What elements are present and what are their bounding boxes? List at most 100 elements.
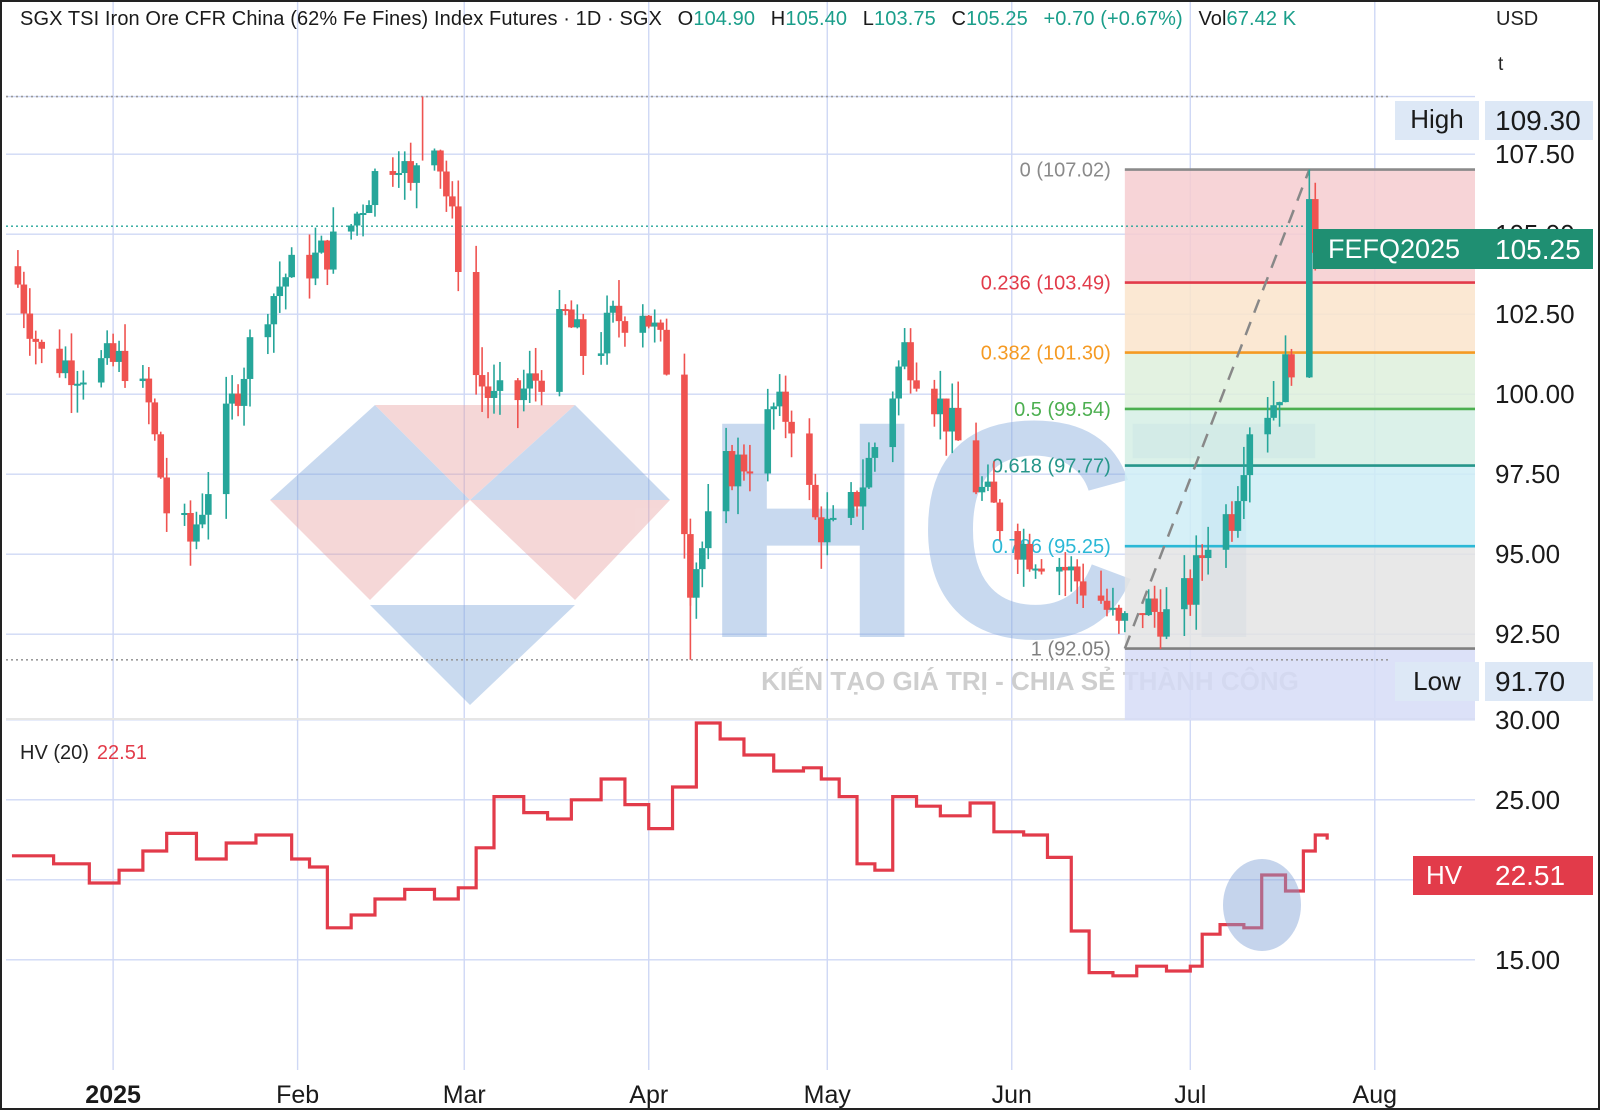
candle — [1240, 446, 1248, 520]
candle — [954, 381, 962, 441]
candle-body — [151, 402, 159, 435]
candle-body — [996, 502, 1004, 532]
candle — [80, 370, 87, 400]
candle-body — [347, 225, 355, 232]
candle — [1145, 589, 1152, 616]
candle — [1204, 526, 1212, 575]
candle-body — [1103, 600, 1111, 610]
candle — [913, 362, 920, 392]
candle-body — [371, 171, 379, 206]
fibonacci-level-label: 0.5 (99.54) — [1014, 399, 1111, 421]
candle-body — [264, 324, 272, 338]
candle-body — [574, 319, 581, 328]
price-axis-tick-label: 102.50 — [1495, 299, 1575, 329]
hv-tag — [1413, 856, 1593, 895]
time-axis: 2025 Feb Mar Apr May Jun Jul Aug — [85, 1081, 1397, 1109]
candle — [556, 290, 563, 397]
price-axis-tick-label: 97.50 — [1495, 459, 1560, 489]
candle-body — [1204, 549, 1212, 559]
candle-body — [657, 322, 664, 330]
candle — [847, 482, 855, 526]
candle — [806, 418, 813, 501]
candle-body — [889, 398, 897, 448]
candle-body — [1020, 543, 1027, 560]
candle — [359, 204, 367, 237]
candle — [1234, 486, 1242, 538]
price-axis-tick-label: 107.50 — [1495, 139, 1575, 169]
candle — [139, 365, 147, 388]
candle-body — [1246, 434, 1254, 476]
candle-body — [1145, 598, 1152, 616]
candle — [365, 200, 373, 214]
candle — [788, 410, 795, 458]
candle — [907, 328, 914, 394]
candle — [389, 157, 397, 187]
candle-body — [865, 457, 873, 488]
candle — [1151, 585, 1158, 628]
candle — [32, 330, 40, 365]
candle — [538, 370, 545, 406]
candle-body — [1306, 199, 1313, 378]
open-value: 104.90 — [693, 8, 756, 30]
fibonacci-zone — [1124, 546, 1475, 649]
candle — [1270, 381, 1277, 421]
candle-body — [312, 252, 319, 279]
candle-body — [288, 254, 295, 278]
candle-body — [1014, 531, 1022, 560]
high-label: High — [1410, 104, 1463, 134]
fibonacci-level-label: 0.236 (103.49) — [981, 273, 1111, 295]
time-axis-tick-label: Apr — [629, 1081, 668, 1109]
candle — [901, 328, 908, 370]
candle — [157, 431, 165, 479]
low-value: 91.70 — [1495, 666, 1565, 697]
candle-body — [579, 319, 587, 356]
candle — [14, 250, 22, 288]
logo-shape — [270, 500, 470, 600]
hv-indicator-legend[interactable]: HV (20) 22.51 — [20, 742, 147, 765]
candle — [1014, 523, 1022, 574]
candle-body — [449, 196, 456, 207]
hv-tag-value: 22.51 — [1495, 860, 1565, 891]
candle — [193, 511, 200, 550]
candle-body — [74, 383, 81, 386]
high-value: 109.30 — [1495, 105, 1581, 136]
candle-body — [222, 403, 230, 495]
candle-body — [68, 360, 75, 386]
fibonacci-trend-line — [1123, 169, 1311, 650]
candle — [776, 374, 783, 416]
candle — [163, 457, 170, 532]
candle — [1103, 588, 1111, 617]
candle-body — [1121, 613, 1129, 621]
candle-body — [514, 380, 522, 401]
candle — [324, 239, 331, 286]
candle — [270, 293, 278, 353]
fibonacci-level-label: 0.382 (101.30) — [981, 343, 1111, 365]
candle-body — [193, 524, 200, 542]
candle-body — [520, 388, 528, 401]
candle-body — [556, 309, 563, 392]
candle — [74, 370, 81, 413]
candle-body — [1079, 581, 1087, 596]
candle — [937, 370, 944, 440]
hv-indicator-name: HV (20) — [20, 742, 89, 764]
candle-body — [1056, 566, 1063, 572]
candle-body — [1222, 514, 1230, 550]
logo-shape — [370, 605, 575, 705]
candle-body — [62, 360, 69, 374]
candle — [26, 288, 34, 356]
time-axis-tick-label: 2025 — [85, 1081, 141, 1109]
currency-label[interactable]: USD — [1496, 8, 1539, 30]
candle — [764, 388, 772, 482]
time-axis-tick-label: Jun — [992, 1081, 1032, 1109]
candle — [20, 271, 28, 329]
price-axis-tick-label: 100.00 — [1495, 379, 1575, 409]
candle — [865, 442, 873, 489]
candle — [859, 459, 867, 530]
unit-label[interactable]: t — [1498, 54, 1504, 75]
candle — [722, 427, 730, 524]
open-label: O — [677, 8, 694, 30]
candle-body — [693, 569, 700, 598]
candle-body — [496, 380, 504, 391]
candle-body — [306, 254, 313, 279]
